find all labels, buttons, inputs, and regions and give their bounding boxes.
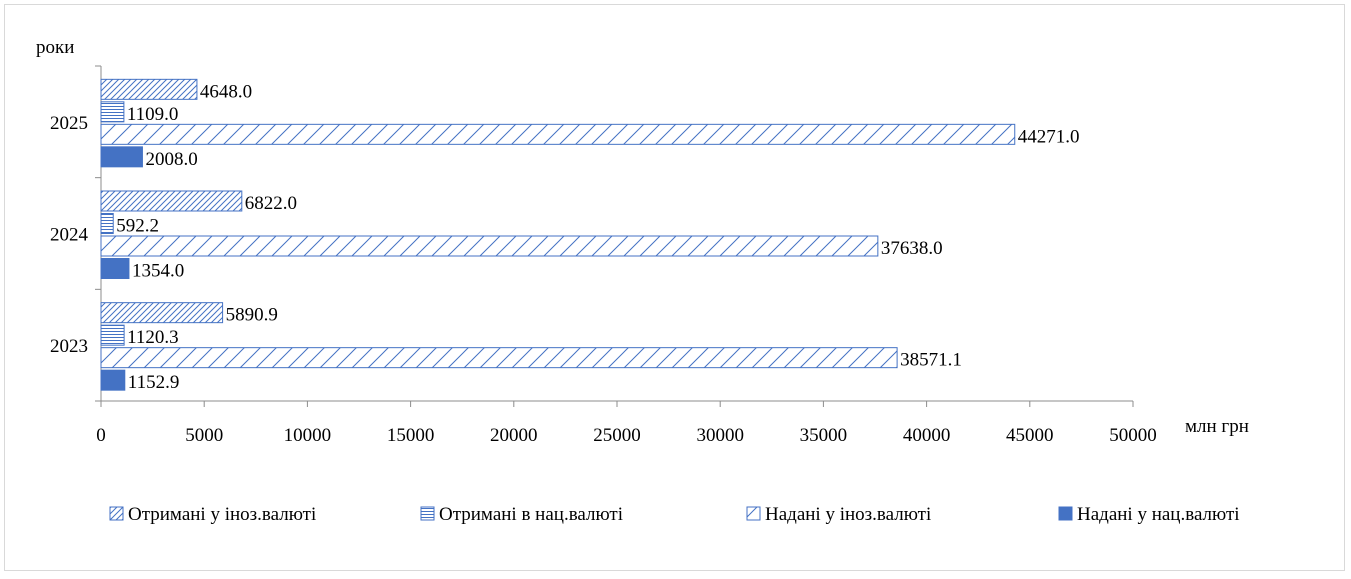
legend-label: Отримані у іноз.валюті bbox=[128, 504, 316, 525]
bar bbox=[100, 78, 198, 100]
legend-swatch bbox=[420, 506, 435, 521]
bar bbox=[100, 347, 898, 369]
x-tick-label: 45000 bbox=[1006, 425, 1054, 446]
data-label: 2008.0 bbox=[145, 149, 197, 170]
data-label: 5890.9 bbox=[226, 305, 278, 326]
data-label: 1120.3 bbox=[127, 327, 179, 348]
data-label: 1354.0 bbox=[132, 261, 184, 282]
y-category-label: 2025 bbox=[50, 113, 88, 134]
legend-label: Надані у нац.валюті bbox=[1077, 504, 1240, 525]
bar bbox=[100, 146, 143, 168]
bar bbox=[100, 101, 125, 123]
x-tick-label: 50000 bbox=[1109, 425, 1157, 446]
y-category-label: 2023 bbox=[50, 336, 88, 357]
data-label: 37638.0 bbox=[881, 238, 943, 259]
legend: Отримані у іноз.валюті Отримані в нац.вал… bbox=[109, 504, 1240, 525]
chart-frame bbox=[4, 4, 1345, 571]
x-tick-label: 5000 bbox=[185, 425, 223, 446]
data-label: 44271.0 bbox=[1018, 126, 1080, 147]
data-label: 6822.0 bbox=[245, 193, 297, 214]
data-label: 4648.0 bbox=[200, 81, 252, 102]
data-label: 38571.1 bbox=[900, 350, 962, 371]
bar bbox=[100, 302, 224, 324]
legend-swatch bbox=[109, 506, 124, 521]
data-label: 1152.9 bbox=[128, 372, 180, 393]
y-axis-title: роки bbox=[36, 37, 74, 58]
data-label: 1109.0 bbox=[127, 104, 179, 125]
bar bbox=[100, 258, 130, 279]
x-tick-label: 35000 bbox=[800, 425, 848, 446]
legend-swatch bbox=[746, 506, 761, 521]
x-axis-title: млн грн bbox=[1185, 416, 1249, 437]
x-tick-label: 20000 bbox=[490, 425, 538, 446]
legend-swatch bbox=[1058, 506, 1073, 521]
x-tick-label: 10000 bbox=[284, 425, 332, 446]
bar bbox=[100, 190, 243, 212]
legend-label: Надані у іноз.валюті bbox=[765, 504, 931, 525]
bar bbox=[100, 213, 114, 234]
bar bbox=[100, 235, 879, 257]
y-category-label: 2024 bbox=[50, 225, 89, 246]
data-label: 592.2 bbox=[116, 216, 159, 237]
bars: 1152.9 38571.1 1120.3 5890.9 1354.0 37638.0 59… bbox=[100, 78, 1080, 393]
x-tick-label: 25000 bbox=[593, 425, 641, 446]
bar bbox=[100, 369, 126, 391]
x-tick-label: 30000 bbox=[696, 425, 744, 446]
x-tick-label: 40000 bbox=[903, 425, 951, 446]
legend-label: Отримані в нац.валюті bbox=[439, 504, 623, 525]
bar bbox=[100, 123, 1016, 145]
x-tick-label: 15000 bbox=[387, 425, 435, 446]
bar bbox=[100, 324, 125, 346]
x-tick-label: 0 bbox=[96, 425, 106, 446]
